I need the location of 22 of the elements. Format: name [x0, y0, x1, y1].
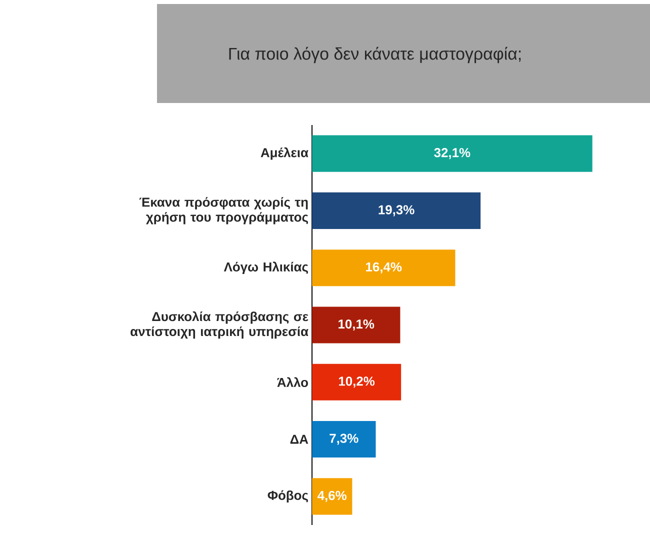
bar — [312, 135, 592, 172]
bar — [312, 306, 400, 344]
y-tick-label: Έκανα πρόσφατα χωρίς τη χρήση του προγράμματος — [139, 197, 308, 224]
data-label: 10,1% — [338, 319, 374, 331]
data-label: 10,2% — [338, 376, 375, 388]
data-label: 16,4% — [366, 262, 402, 274]
y-tick-label: Φόβος — [268, 490, 308, 503]
data-label: 7,3% — [330, 434, 358, 445]
y-tick-label: Αμέλεια — [260, 147, 308, 160]
y-tick-label: Λόγω Ηλικίας — [224, 262, 308, 274]
bar — [312, 192, 481, 229]
data-label: 32,1% — [434, 148, 470, 160]
data-label: 4,6% — [318, 490, 347, 502]
bar — [312, 364, 402, 400]
bar — [312, 478, 352, 515]
y-tick-label: ΔΑ — [290, 434, 308, 444]
bar — [312, 250, 456, 286]
bar — [312, 420, 376, 458]
y-tick-label: Δυσκολία πρόσβασης σε αντίστοιχη ιατρική υπηρεσία — [130, 311, 308, 339]
chart-title: Για ποιο λόγο δεν κάνατε μαστογραφία; — [229, 46, 521, 64]
y-tick-label: Άλλο — [277, 377, 308, 388]
data-label: 19,3% — [378, 205, 414, 216]
